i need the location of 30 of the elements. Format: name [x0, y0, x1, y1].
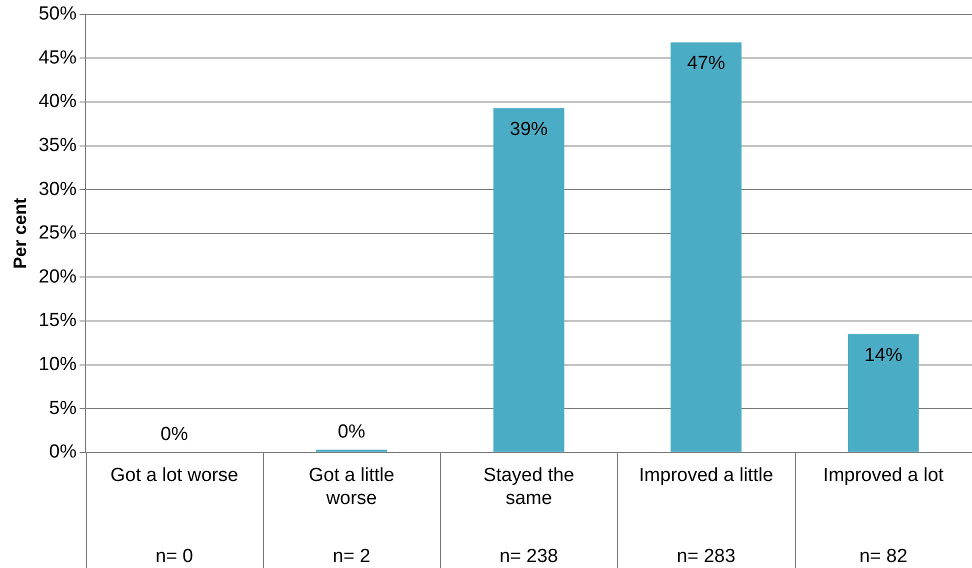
data-label: 14%	[864, 344, 902, 366]
y-tick-label: 20%	[38, 266, 77, 288]
data-label: 39%	[510, 118, 548, 140]
bar	[670, 42, 742, 452]
y-tick-label: 35%	[38, 135, 77, 156]
text: n= 0	[156, 546, 194, 567]
data-label: 47%	[687, 53, 726, 74]
x-tick-label: Got a lot worse	[110, 465, 238, 486]
x-tick-label: Got a little worse	[308, 465, 394, 509]
y-tick-label: 30%	[38, 178, 77, 200]
y-tick-label: 40%	[38, 91, 77, 112]
text: n= 82	[859, 546, 908, 567]
y-tick-label: 10%	[38, 354, 77, 376]
y-tick-label: 50%	[38, 4, 77, 25]
y-axis-title: Per cent	[10, 198, 30, 269]
y-tick-label: 0%	[49, 442, 77, 463]
text: n= 238	[499, 546, 558, 567]
x-tick-label: Stayed the same	[483, 465, 574, 509]
y-tick-label: 15%	[38, 310, 77, 332]
y-tick-label: 5%	[49, 398, 77, 419]
bar	[493, 108, 564, 452]
text: n= 2	[332, 546, 370, 567]
x-tick-label: Improved a little	[639, 465, 774, 486]
bar	[848, 334, 919, 452]
data-label: 0%	[338, 422, 366, 443]
text: n= 283	[676, 546, 736, 567]
y-tick-label: 25%	[38, 222, 77, 244]
x-tick-label: Improved a lot	[823, 465, 944, 486]
y-tick-label: 45%	[38, 47, 77, 68]
data-label: 0%	[160, 424, 188, 446]
